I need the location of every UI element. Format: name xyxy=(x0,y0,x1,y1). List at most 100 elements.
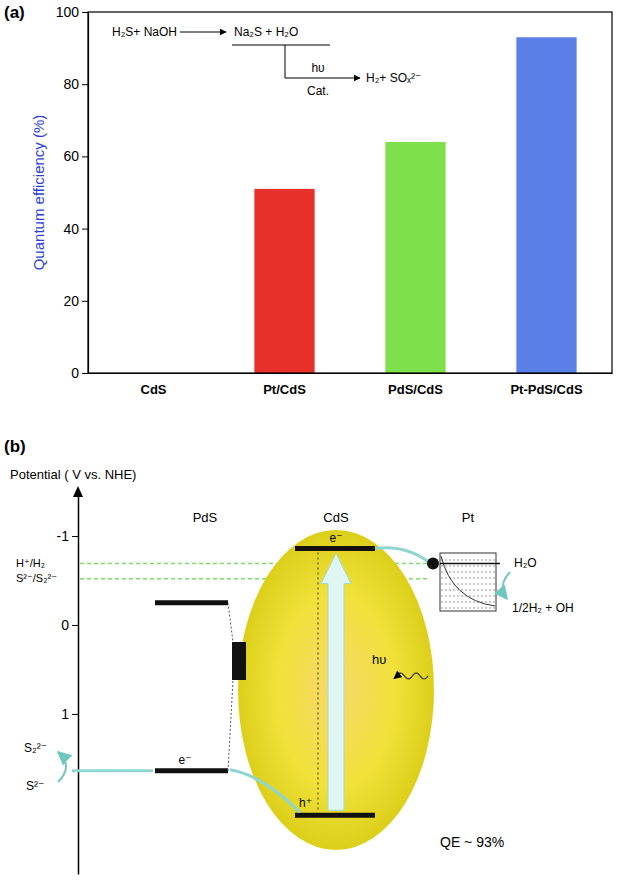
reaction-text: Cat. xyxy=(307,84,329,98)
panel-a: (a) 0 20 40 60 80 100 CdS Pt/CdS PdS/CdS Pt-PdS/Cd… xyxy=(4,3,613,397)
sulfide-arrow xyxy=(58,752,66,782)
species-label: 1/2H₂ + OH xyxy=(512,601,574,615)
pds-cb xyxy=(155,600,228,605)
excitation-arrow xyxy=(321,553,351,810)
reaction-text: H₂+ SOₓ²⁻ xyxy=(366,71,421,85)
tick: 80 xyxy=(63,76,88,92)
tick-label: -1 xyxy=(57,528,70,544)
bar xyxy=(254,189,314,373)
tick-label: Pt/CdS xyxy=(263,382,306,397)
tick-label: CdS xyxy=(141,382,167,397)
axis-line xyxy=(88,13,89,374)
axis-line xyxy=(78,497,80,875)
tick: CdS xyxy=(141,373,167,397)
tick: -1 xyxy=(57,528,78,544)
tick-label: PdS/CdS xyxy=(388,382,443,397)
axis-line xyxy=(89,373,613,374)
reaction-line xyxy=(232,45,330,46)
junction xyxy=(232,642,246,680)
axis-title: Quantum efficiency (%) xyxy=(30,115,47,271)
tick: 100 xyxy=(56,4,88,20)
band-bending xyxy=(228,603,233,642)
sulfide-oxidation xyxy=(72,769,153,772)
tick: Pt/CdS xyxy=(263,373,306,397)
pt-hatch xyxy=(441,590,495,591)
hole-label: h⁺ xyxy=(299,796,312,810)
pt-site xyxy=(427,558,439,570)
tick: 0 xyxy=(61,617,78,633)
cds-particle xyxy=(238,530,434,850)
cds-cb xyxy=(295,546,375,551)
band-bending xyxy=(228,680,233,771)
tick: 40 xyxy=(63,221,88,237)
panel-label: (b) xyxy=(4,437,26,456)
material-label: Pt xyxy=(462,510,475,525)
plot-frame xyxy=(88,12,612,373)
tick-label: 40 xyxy=(63,221,79,237)
tick: Pt-PdS/CdS xyxy=(510,373,583,397)
tick: 0 xyxy=(71,365,88,381)
panel-b: (b)Potential ( V vs. NHE)-101H⁺/H₂S²⁻/S₂… xyxy=(4,437,574,875)
tick: 60 xyxy=(63,148,88,164)
tick: 20 xyxy=(63,293,88,309)
bar xyxy=(385,142,445,373)
redox-label: H⁺/H₂ xyxy=(16,557,45,569)
tick-mark xyxy=(82,301,88,302)
recombination-line xyxy=(318,552,319,811)
pt-plate xyxy=(440,553,496,611)
photon xyxy=(394,673,428,679)
hole-transfer xyxy=(230,770,300,812)
material-label: PdS xyxy=(193,510,218,525)
tick-label: 1 xyxy=(61,706,69,722)
tick-label: Pt-PdS/CdS xyxy=(510,382,583,397)
pt-hatch xyxy=(441,560,495,561)
tick-label: 20 xyxy=(63,293,79,309)
tick-mark xyxy=(72,536,78,537)
species-label: S²⁻ xyxy=(26,779,44,793)
pt-hatch xyxy=(441,572,495,573)
species-label: S₂²⁻ xyxy=(24,741,47,755)
tick-mark xyxy=(82,229,88,230)
reaction-text: Na₂S + H₂O xyxy=(234,25,298,39)
tick-mark xyxy=(82,373,88,374)
x-axis: CdS Pt/CdS PdS/CdS Pt-PdS/CdS xyxy=(89,373,613,397)
electron-transfer xyxy=(375,548,428,562)
tick: PdS/CdS xyxy=(388,373,443,397)
pt-hatch xyxy=(441,584,495,585)
pt-hatch xyxy=(441,608,495,609)
y-axis: 0 20 40 60 80 100 xyxy=(56,4,89,381)
tick-label: 0 xyxy=(71,365,79,381)
tick-mark xyxy=(82,84,88,85)
electron-label: e⁻ xyxy=(329,531,342,545)
bars xyxy=(254,37,576,373)
tick: 1 xyxy=(61,706,78,722)
species-label: H₂O xyxy=(514,556,537,570)
tick-mark xyxy=(72,625,78,626)
qe-label: QE ~ 93% xyxy=(440,834,504,850)
reaction-arrow xyxy=(285,78,360,79)
pt-level xyxy=(440,563,500,565)
tick-label: 60 xyxy=(63,148,79,164)
pds-vb xyxy=(155,768,228,773)
tick-mark xyxy=(72,714,78,715)
tick-label: 0 xyxy=(61,617,69,633)
light-label: hυ xyxy=(372,652,386,667)
pt-hatch xyxy=(441,602,495,603)
cds-vb xyxy=(295,813,375,818)
reaction-arrow xyxy=(180,32,226,33)
electron-label: e⁻ xyxy=(178,753,191,767)
reaction-text: H₂S+ NaOH xyxy=(112,25,177,39)
tick-label: 80 xyxy=(63,76,79,92)
axis-title: Potential ( V vs. NHE) xyxy=(10,467,136,482)
reduction-arrow xyxy=(503,572,510,599)
reaction-line xyxy=(285,45,286,78)
axis-arrowhead xyxy=(73,486,83,497)
bar xyxy=(516,37,576,373)
panel-label: (a) xyxy=(4,3,25,22)
pt-hatch xyxy=(441,566,495,567)
tick-label: 100 xyxy=(56,4,80,20)
tick-mark xyxy=(82,12,88,13)
y-axis: -1 0 1 xyxy=(57,497,79,875)
tick-mark xyxy=(82,156,88,157)
reaction-text: hυ xyxy=(311,61,324,75)
